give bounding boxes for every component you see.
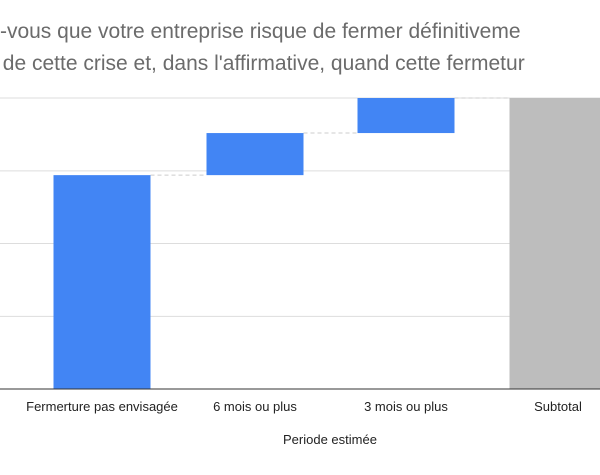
x-tick-label: Fermerture pas envisagée — [26, 399, 178, 414]
bar-3-mois-ou-plus — [357, 98, 455, 134]
bar-subtotal — [509, 98, 600, 389]
bar-6-mois-ou-plus — [206, 133, 304, 176]
bar-fermerture-pas-envisag-e — [53, 175, 151, 389]
x-tick-label: 3 mois ou plus — [364, 399, 448, 414]
chart-title-line-1: z-vous que votre entreprise risque de fe… — [0, 20, 521, 43]
x-tick-label: 6 mois ou plus — [213, 399, 297, 414]
bars — [53, 98, 600, 389]
chart-title: z-vous que votre entreprise risque de fe… — [0, 20, 525, 75]
connector-lines — [150, 97, 510, 176]
x-tick-labels: Fermerture pas envisagée 6 mois ou plus 3 … — [26, 399, 582, 414]
x-tick-label: Subtotal — [534, 399, 582, 414]
x-axis-title: Periode estimée — [283, 432, 377, 447]
chart-title-line-2: n de cette crise et, dans l'affirmative,… — [0, 52, 525, 75]
